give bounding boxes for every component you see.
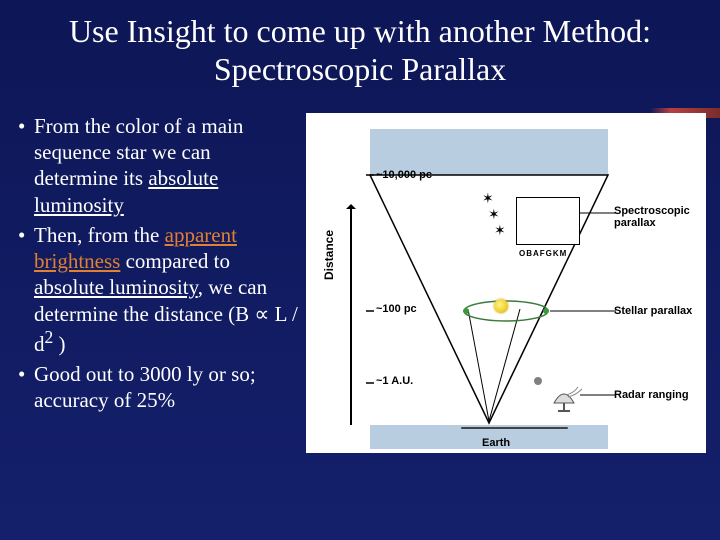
orbit-dot-left (463, 308, 469, 314)
earth-surface-line (461, 427, 568, 429)
bullet-2-tail2: ) (53, 332, 65, 356)
bullet-3: Good out to 3000 ly or so; accuracy of 2… (18, 361, 298, 414)
bullet-2: Then, from the apparent brightness compa… (18, 222, 298, 357)
hr-diagram-box: OBAFGKM (516, 197, 580, 245)
label-radar: Radar ranging (614, 389, 702, 401)
content-row: From the color of a main sequence star w… (0, 97, 720, 453)
orbit-dot-right (543, 308, 549, 314)
bullet-2-sup: 2 (45, 327, 54, 347)
svg-text:✶: ✶ (482, 190, 494, 206)
svg-text:✶: ✶ (494, 222, 506, 238)
tick-1au: ~1 A.U. (376, 375, 413, 387)
distance-ladder-diagram: ✶✶✶ OBAFGKM (306, 113, 706, 453)
bullet-list: From the color of a main sequence star w… (18, 113, 298, 453)
label-stellar: Stellar parallax (614, 305, 702, 317)
distance-axis-label: Distance (322, 230, 336, 280)
bullet-2-underlined2: absolute luminosity (34, 275, 198, 299)
diagram-svg: ✶✶✶ (306, 113, 706, 453)
bullet-1: From the color of a main sequence star w… (18, 113, 298, 218)
tick-100pc: ~100 pc (376, 303, 417, 315)
earth-label: Earth (482, 437, 510, 449)
distance-axis (344, 205, 358, 425)
axis-arrow-icon (350, 205, 352, 425)
hr-spectral-letters: OBAFGKM (519, 249, 567, 258)
sun-icon (494, 299, 508, 313)
bullet-3-text: Good out to 3000 ly or so; accuracy of 2… (34, 362, 256, 412)
slide-title: Use Insight to come up with another Meth… (0, 0, 720, 97)
svg-text:✶: ✶ (488, 206, 500, 222)
radar-icon (554, 387, 582, 411)
bullet-2-mid: compared to (120, 249, 230, 273)
label-spectroscopic: Spectroscopic parallax (614, 205, 702, 229)
bullet-2-prefix: Then, from the (34, 223, 165, 247)
planet-icon (534, 377, 542, 385)
tick-10000pc: ~10,000 pc (376, 169, 432, 181)
